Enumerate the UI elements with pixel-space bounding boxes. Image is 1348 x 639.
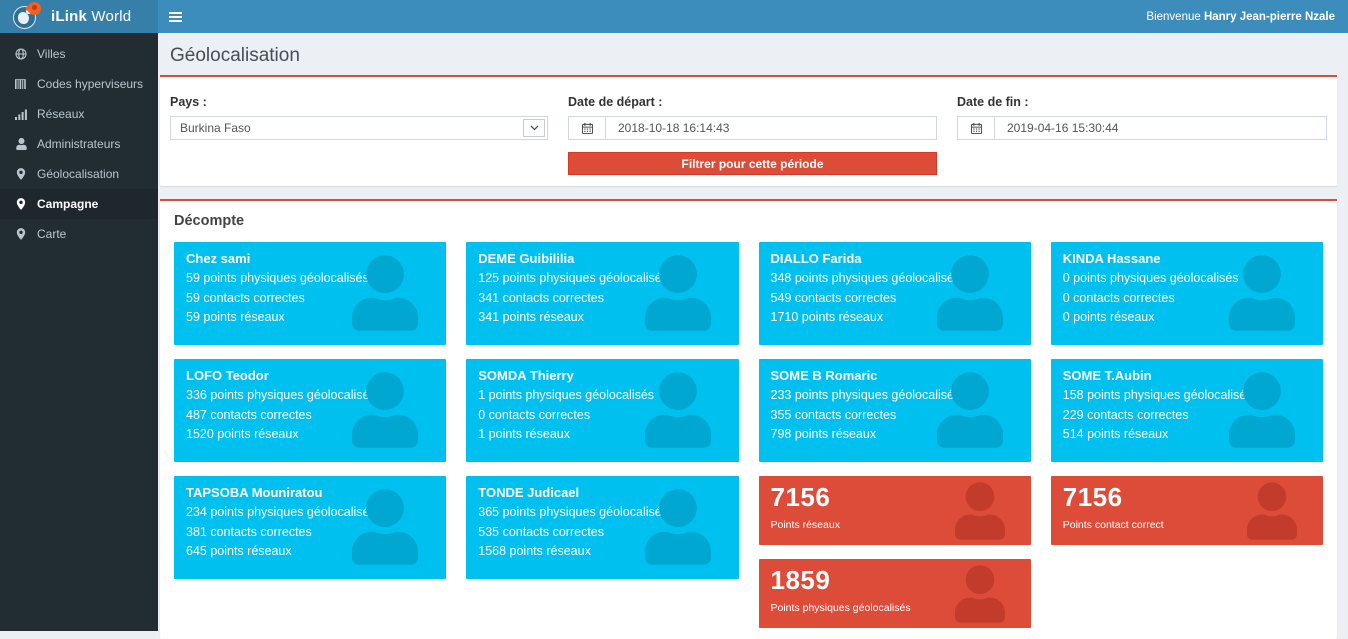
sidebar-item-villes[interactable]: Villes xyxy=(0,39,158,69)
brand-title-bold: iLink xyxy=(51,8,87,25)
calendar-icon xyxy=(957,116,994,140)
sidebar-item-label: Codes hyperviseurs xyxy=(37,77,143,91)
date-start-label: Date de départ : xyxy=(568,95,937,109)
person-silhouette-icon xyxy=(1229,255,1295,331)
main-content: Géolocalisation Pays : Burkina Faso Date… xyxy=(158,33,1348,631)
total-card-points-reseaux: 7156 Points réseaux xyxy=(759,476,1031,545)
cards-grid: Chez sami 59 points physiques géolocalis… xyxy=(174,242,1323,628)
person-silhouette-icon xyxy=(645,372,711,448)
brand-header[interactable]: iLink World xyxy=(0,0,158,33)
person-silhouette-icon xyxy=(937,372,1003,448)
map-marker-icon xyxy=(14,228,28,240)
navbar: Bienvenue Hanry Jean-pierre Nzale xyxy=(158,0,1348,33)
agent-card: Chez sami 59 points physiques géolocalis… xyxy=(174,242,446,345)
person-silhouette-icon xyxy=(645,255,711,331)
person-silhouette-icon xyxy=(1247,482,1297,540)
sidebar-item-label: Réseaux xyxy=(37,107,84,121)
sidebar-item-campagne[interactable]: Campagne xyxy=(0,189,158,219)
sidebar-item-label: Carte xyxy=(37,227,66,241)
sidebar-toggle-icon[interactable] xyxy=(158,0,192,33)
decompte-panel: Décompte Chez sami 59 points physiques g… xyxy=(160,199,1337,639)
map-marker-icon xyxy=(14,198,28,210)
sidebar-item-carte[interactable]: Carte xyxy=(0,219,158,249)
ilink-globe-logo-icon xyxy=(13,4,39,30)
sidebar-item-administrateurs[interactable]: Administrateurs xyxy=(0,129,158,159)
agent-card: LOFO Teodor 336 points physiques géoloca… xyxy=(174,359,446,462)
date-end-label: Date de fin : xyxy=(957,95,1327,109)
page-title: Géolocalisation xyxy=(170,45,1348,67)
welcome-user-name: Hanry Jean-pierre Nzale xyxy=(1204,11,1335,23)
globe-icon xyxy=(14,48,28,60)
pays-label: Pays : xyxy=(170,95,548,109)
barcode-icon xyxy=(14,78,28,90)
agent-card: KINDA Hassane 0 points physiques géoloca… xyxy=(1051,242,1323,345)
person-silhouette-icon xyxy=(937,255,1003,331)
person-silhouette-icon xyxy=(352,255,418,331)
person-silhouette-icon xyxy=(955,565,1005,623)
total-card-points-contact: 7156 Points contact correct xyxy=(1051,476,1323,545)
chevron-down-icon xyxy=(523,119,545,137)
welcome-prefix: Bienvenue xyxy=(1146,11,1204,23)
top-bar: iLink World Bienvenue Hanry Jean-pierre … xyxy=(0,0,1348,33)
agent-card: DEME Guibililia 125 points physiques géo… xyxy=(466,242,738,345)
agent-card: TAPSOBA Mouniratou 234 points physiques … xyxy=(174,476,446,579)
agent-card: TONDE Judicael 365 points physiques géol… xyxy=(466,476,738,579)
agent-card: SOMDA Thierry 1 points physiques géoloca… xyxy=(466,359,738,462)
sidebar-nav: Villes Codes hyperviseurs Réseaux Admini… xyxy=(0,33,158,631)
decompte-title: Décompte xyxy=(174,213,1323,229)
totals-stack: 7156 Points réseaux 1859 Points physique… xyxy=(759,476,1031,628)
pays-select[interactable]: Burkina Faso xyxy=(170,116,548,140)
sidebar-item-label: Villes xyxy=(37,47,65,61)
sidebar-item-reseaux[interactable]: Réseaux xyxy=(0,99,158,129)
person-silhouette-icon xyxy=(645,489,711,565)
agent-card: SOME B Romaric 233 points physiques géol… xyxy=(759,359,1031,462)
filter-period-button[interactable]: Filtrer pour cette période xyxy=(568,152,937,175)
person-silhouette-icon xyxy=(352,489,418,565)
agent-card: DIALLO Farida 348 points physiques géolo… xyxy=(759,242,1031,345)
filter-panel: Pays : Burkina Faso Date de départ : xyxy=(160,75,1337,186)
sidebar-item-codes-hyperviseurs[interactable]: Codes hyperviseurs xyxy=(0,69,158,99)
total-card-points-physiques: 1859 Points physiques géolocalisés xyxy=(759,559,1031,628)
date-end-input[interactable] xyxy=(994,116,1327,140)
date-start-input[interactable] xyxy=(605,116,937,140)
signal-icon xyxy=(14,108,28,120)
agent-card: SOME T.Aubin 158 points physiques géoloc… xyxy=(1051,359,1323,462)
person-silhouette-icon xyxy=(1229,372,1295,448)
sidebar-item-label: Administrateurs xyxy=(37,137,120,151)
calendar-icon xyxy=(568,116,605,140)
user-icon xyxy=(14,138,28,150)
welcome-message: Bienvenue Hanry Jean-pierre Nzale xyxy=(1146,11,1348,23)
sidebar-item-geolocalisation[interactable]: Géolocalisation xyxy=(0,159,158,189)
person-silhouette-icon xyxy=(352,372,418,448)
map-marker-icon xyxy=(14,168,28,180)
sidebar-item-label: Campagne xyxy=(37,197,98,211)
person-silhouette-icon xyxy=(955,482,1005,540)
sidebar-item-label: Géolocalisation xyxy=(37,167,119,181)
pays-selected-value: Burkina Faso xyxy=(180,121,251,135)
brand-title: iLink World xyxy=(51,8,131,25)
brand-title-regular: World xyxy=(87,8,131,25)
